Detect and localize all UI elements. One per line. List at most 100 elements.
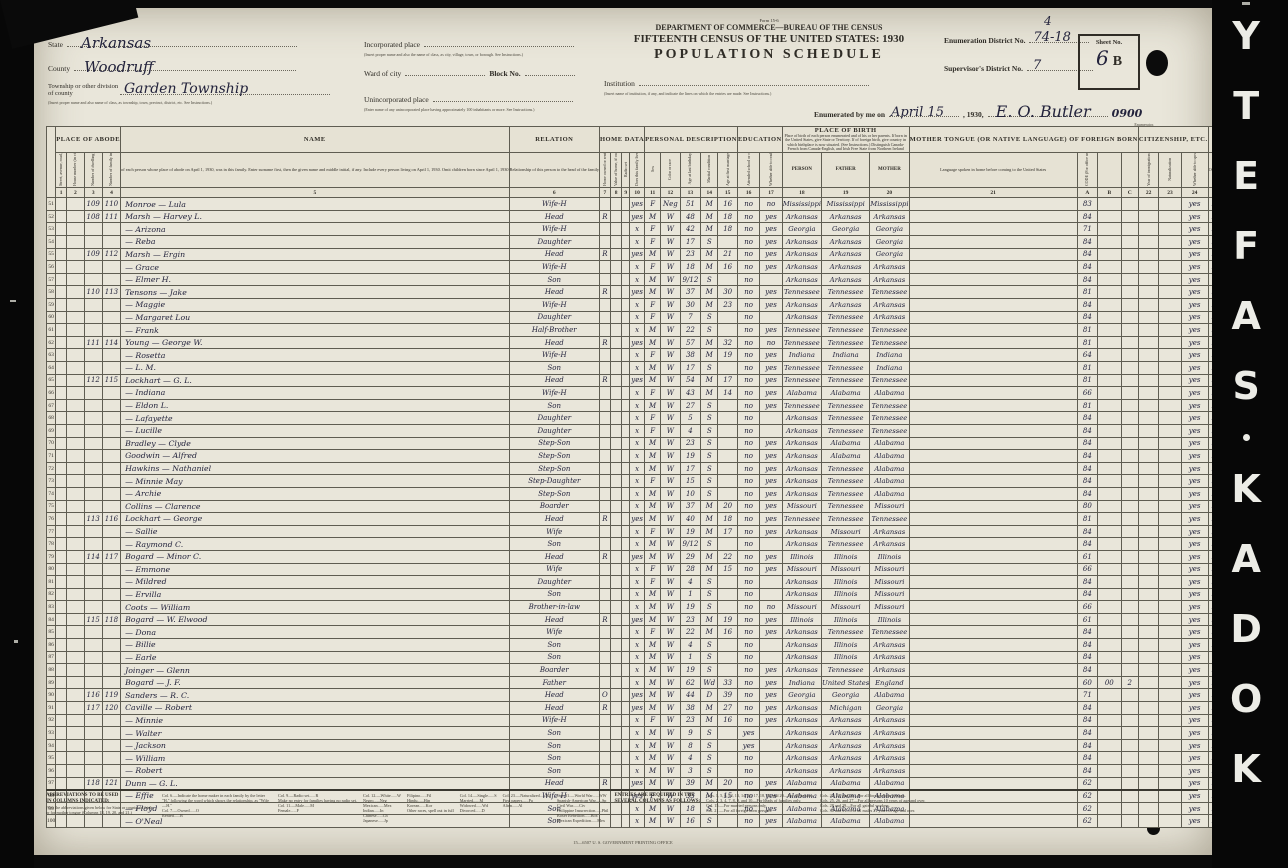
cell-bf: Tennessee: [821, 625, 871, 640]
cell-nat: [1158, 323, 1182, 337]
cell-bm: Arkansas: [869, 537, 910, 551]
cell-farm: x: [629, 386, 646, 400]
cell-bp: Arkansas: [781, 524, 823, 539]
cell-bf: Arkansas: [821, 298, 871, 312]
cell-name: — Dona: [120, 625, 510, 640]
cell-family: 113: [101, 285, 122, 300]
cell-street: [55, 411, 68, 425]
cell-age: 10: [679, 486, 702, 501]
cell-school: no: [736, 449, 761, 463]
cell-value: [609, 512, 623, 526]
cell-farm: x: [629, 814, 646, 828]
cell-housenum: [66, 562, 85, 577]
cell-sex: M: [644, 776, 662, 791]
cell-family: [101, 675, 122, 690]
cell-eng: yes: [1180, 675, 1209, 690]
cell-radio: [621, 738, 631, 753]
schedule-title: POPULATION SCHEDULE: [654, 47, 884, 62]
cell-marital: M: [700, 612, 719, 627]
cell-codeB: [1097, 436, 1122, 451]
cell-imm: [1137, 398, 1160, 413]
cell-value: [609, 688, 623, 703]
institution-note: (Insert name of institution, if any, and…: [604, 91, 772, 96]
cell-color: W: [660, 348, 681, 362]
cell-street: [55, 638, 68, 652]
cell-home: [598, 361, 611, 375]
legend-block: Cols. 22, 23, and 24—For all foreign-bor…: [819, 793, 926, 814]
cell-home: R: [598, 209, 611, 224]
column-number: 9: [621, 187, 631, 199]
cell-housenum: [66, 235, 85, 249]
cell-codeA: 81: [1076, 361, 1099, 375]
township-note: (Insert proper name and also name of cla…: [48, 100, 213, 105]
table-row: 63— Rosetta Wife-H x F W 38 M 19 no yes Indiana Ind…: [45, 348, 1288, 362]
film-letter: S: [1232, 364, 1260, 408]
cell-relation: Son: [508, 650, 600, 665]
cell-dwelling: [83, 537, 103, 551]
block-label: Block No.: [489, 69, 521, 78]
cell-family: 111: [101, 209, 122, 224]
line-number: 93: [45, 726, 57, 740]
cell-value: [609, 562, 623, 577]
cell-tongue: [908, 701, 1078, 715]
cell-dwelling: [83, 625, 103, 640]
cell-radio: [621, 449, 631, 463]
cell-sex: M: [644, 751, 662, 765]
cell-codeB: [1097, 625, 1122, 640]
cell-agem: [717, 751, 738, 765]
stamp-0900: 0900: [1111, 107, 1143, 120]
cell-agem: 17: [717, 524, 738, 539]
cell-name: — Reba: [120, 235, 510, 249]
cell-codeB: [1097, 701, 1122, 715]
cell-nat: [1158, 524, 1182, 539]
cell-agem: 18: [717, 222, 738, 237]
cell-bm: Arkansas: [869, 310, 910, 325]
column-number: 13: [679, 187, 702, 199]
cell-dwelling: [83, 361, 103, 375]
cell-sex: M: [644, 701, 662, 715]
cell-codeB: [1097, 272, 1122, 287]
cell-eng: yes: [1180, 361, 1209, 375]
cell-street: [55, 562, 68, 577]
cell-eng: yes: [1180, 713, 1209, 728]
cell-housenum: [66, 625, 85, 640]
cell-housenum: [66, 688, 85, 703]
cell-codeC: [1120, 726, 1139, 740]
cell-agem: [717, 449, 738, 463]
cell-codeC: [1120, 537, 1139, 551]
cell-marital: M: [700, 209, 719, 224]
cell-bm: Tennessee: [869, 423, 910, 438]
cell-school: no: [736, 272, 761, 287]
cell-eng: yes: [1180, 335, 1209, 350]
cell-bf: Alabama: [821, 386, 871, 400]
cell-marital: M: [700, 298, 719, 312]
county-label: County: [48, 64, 71, 73]
cell-tongue: [908, 423, 1078, 438]
column-number: 4: [101, 187, 122, 199]
cell-value: [609, 209, 623, 224]
cell-nat: [1158, 461, 1182, 476]
cell-family: [101, 499, 122, 514]
cell-bm: Arkansas: [869, 260, 910, 274]
cell-tongue: [908, 486, 1078, 501]
cell-color: W: [660, 474, 681, 488]
cell-home: [598, 814, 611, 828]
cell-name: Sanders — R. C.: [120, 688, 510, 703]
cell-family: 116: [101, 512, 122, 526]
cell-bm: England: [869, 675, 910, 690]
form-number: Form 15-6: [759, 18, 779, 23]
cell-school: no: [736, 562, 761, 577]
cell-family: 112: [101, 247, 122, 262]
cell-rw: yes: [759, 348, 783, 362]
cell-dwelling: 112: [83, 373, 103, 388]
cell-bf: Missouri: [821, 600, 871, 614]
cell-home: [598, 436, 611, 451]
cell-bm: Tennessee: [869, 323, 910, 337]
cell-rw: yes: [759, 512, 783, 526]
cell-codeB: [1097, 524, 1122, 539]
cell-imm: [1137, 537, 1160, 551]
